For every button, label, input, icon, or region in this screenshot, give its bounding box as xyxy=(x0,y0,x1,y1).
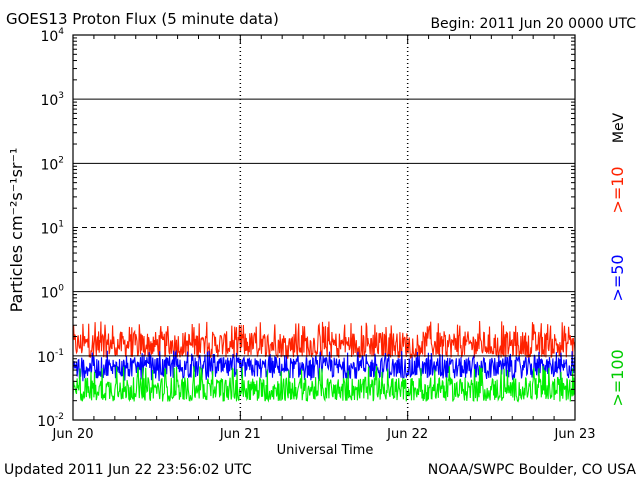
plot-frame xyxy=(72,34,576,421)
legend-unit-mev: MeV xyxy=(611,112,627,143)
series-line-ge50 xyxy=(72,349,576,382)
series-line-ge100 xyxy=(72,365,576,403)
x-tick-label: Jun 21 xyxy=(219,427,261,442)
y-tick-label: 101 xyxy=(40,220,64,238)
series-line-ge10 xyxy=(72,320,576,359)
y-tick-label: 10-1 xyxy=(37,348,64,366)
updated-timestamp: Updated 2011 Jun 22 23:56:02 UTC xyxy=(4,462,252,478)
y-axis-label: Particles cm⁻²s⁻¹sr⁻¹ xyxy=(7,148,26,313)
x-axis-label: Universal Time xyxy=(277,443,374,458)
legend-ge100: >=100 xyxy=(608,349,627,406)
credit-line: NOAA/SWPC Boulder, CO USA xyxy=(428,462,637,478)
y-tick-label: 102 xyxy=(40,155,64,173)
chart-title: GOES13 Proton Flux (5 minute data) xyxy=(6,10,279,28)
x-tick-label: Jun 20 xyxy=(52,427,94,442)
y-tick-label: 104 xyxy=(40,27,64,45)
legend-ge10: >=10 xyxy=(608,166,627,213)
begin-date: Begin: 2011 Jun 20 0000 UTC xyxy=(430,16,636,32)
legend-ge50: >=50 xyxy=(608,254,627,301)
y-tick-label: 10-2 xyxy=(37,412,64,430)
x-tick-label: Jun 22 xyxy=(386,427,428,442)
y-tick-label: 103 xyxy=(40,91,64,109)
y-tick-label: 100 xyxy=(40,284,64,302)
x-tick-label: Jun 23 xyxy=(554,427,596,442)
